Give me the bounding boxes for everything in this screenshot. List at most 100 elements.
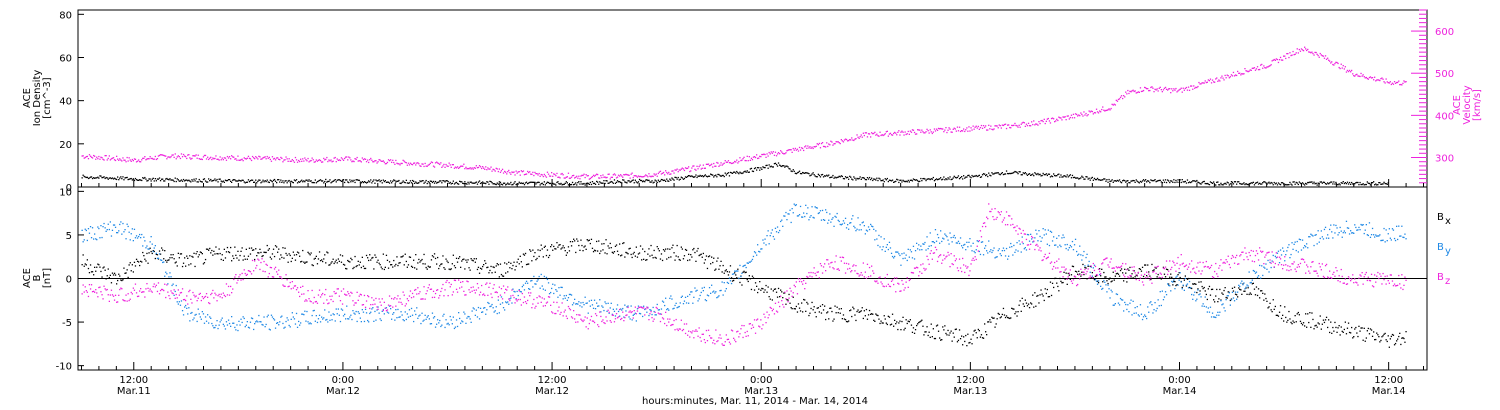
velocity-point xyxy=(744,159,746,162)
density-point xyxy=(493,183,495,185)
b-series-point xyxy=(423,319,425,321)
velocity-point xyxy=(1170,92,1172,94)
velocity-point xyxy=(727,160,730,162)
velocity-point xyxy=(451,164,453,166)
velocity-point xyxy=(479,166,482,168)
b-series-point xyxy=(784,215,786,217)
b-series-point xyxy=(558,287,560,289)
velocity-point xyxy=(418,163,420,165)
density-point xyxy=(195,178,197,180)
b-series-point xyxy=(1002,307,1005,310)
b-series-point xyxy=(1107,284,1109,286)
density-point xyxy=(1244,183,1246,186)
density-point xyxy=(896,178,898,180)
density-point xyxy=(1010,172,1012,175)
b-series-point xyxy=(1346,327,1349,329)
b-series-point xyxy=(881,322,883,324)
b-series-point xyxy=(163,258,165,260)
b-series-point xyxy=(153,247,155,249)
density-point xyxy=(403,181,405,183)
b-series-point xyxy=(188,307,190,309)
velocity-point xyxy=(673,172,675,174)
b-series-point xyxy=(674,304,676,307)
velocity-point xyxy=(188,154,190,156)
velocity-point xyxy=(398,163,400,165)
velocity-point xyxy=(84,156,86,159)
b-series-point xyxy=(614,315,617,317)
density-point xyxy=(1071,174,1074,177)
b-series-point xyxy=(411,314,414,316)
b-series-point xyxy=(739,264,741,267)
density-point xyxy=(797,171,800,173)
density-point xyxy=(651,180,653,182)
velocity-point xyxy=(530,173,532,175)
velocity-point xyxy=(353,160,355,163)
b-series-point xyxy=(1373,331,1375,333)
b-series-point xyxy=(1000,316,1002,318)
velocity-point xyxy=(298,159,300,162)
b-series-point xyxy=(963,336,965,338)
velocity-point xyxy=(323,157,325,160)
b-series-point xyxy=(910,324,913,326)
velocity-point xyxy=(349,157,351,159)
b-series-point xyxy=(1041,237,1043,239)
b-axis-title: ACE xyxy=(22,268,33,288)
density-point xyxy=(613,179,616,181)
velocity-point xyxy=(958,126,961,128)
b-series-point xyxy=(1162,299,1165,301)
density-point xyxy=(952,177,954,179)
b-series-point xyxy=(467,315,469,318)
density-point xyxy=(388,182,391,184)
velocity-point xyxy=(593,175,596,177)
density-point xyxy=(794,172,796,174)
b-series-point xyxy=(1190,287,1192,289)
b-series-point xyxy=(573,302,575,304)
velocity-point xyxy=(1149,89,1151,92)
density-point xyxy=(1238,181,1240,183)
b-series-point xyxy=(851,218,853,220)
b-series-point xyxy=(148,252,150,254)
velocity-point xyxy=(336,158,338,160)
velocity-point xyxy=(992,129,994,131)
velocity-point xyxy=(862,132,864,134)
velocity-point xyxy=(1299,50,1302,52)
density-point xyxy=(868,176,871,179)
b-series-point xyxy=(486,266,488,269)
b-series-point xyxy=(669,248,671,250)
velocity-point xyxy=(1060,117,1062,119)
b-series-point xyxy=(1169,276,1171,278)
b-series-point xyxy=(1343,328,1345,331)
density-point xyxy=(1343,182,1345,185)
density-point xyxy=(908,181,910,183)
b-series-point xyxy=(546,249,549,251)
velocity-point xyxy=(761,153,763,156)
b-series-point xyxy=(1129,302,1131,304)
density-point xyxy=(1316,184,1318,186)
velocity-point xyxy=(304,157,306,159)
velocity-point xyxy=(994,125,996,127)
b-series-point xyxy=(110,235,113,237)
velocity-point xyxy=(296,161,299,163)
velocity-point xyxy=(599,177,601,179)
density-point xyxy=(1379,182,1381,184)
velocity-point xyxy=(1020,123,1022,125)
b-series-point xyxy=(111,272,114,274)
b-series-point xyxy=(959,338,962,340)
density-point xyxy=(558,183,560,185)
b-series-point xyxy=(1091,275,1093,277)
b-series-point xyxy=(1118,275,1121,277)
velocity-point xyxy=(786,150,788,152)
b-series-point xyxy=(759,251,761,253)
b-series-point xyxy=(834,305,836,307)
b-series-point xyxy=(99,266,101,268)
b-series-point xyxy=(107,223,109,225)
density-point xyxy=(728,175,731,177)
b-series-point xyxy=(758,250,760,253)
b-series-point xyxy=(1263,299,1265,301)
b-series-point xyxy=(722,294,724,296)
density-point xyxy=(1132,179,1134,182)
velocity-point xyxy=(1334,62,1336,65)
b-series-point xyxy=(1014,251,1016,253)
b-series-point xyxy=(1178,272,1180,274)
density-y-tick-label: 40 xyxy=(59,97,72,108)
